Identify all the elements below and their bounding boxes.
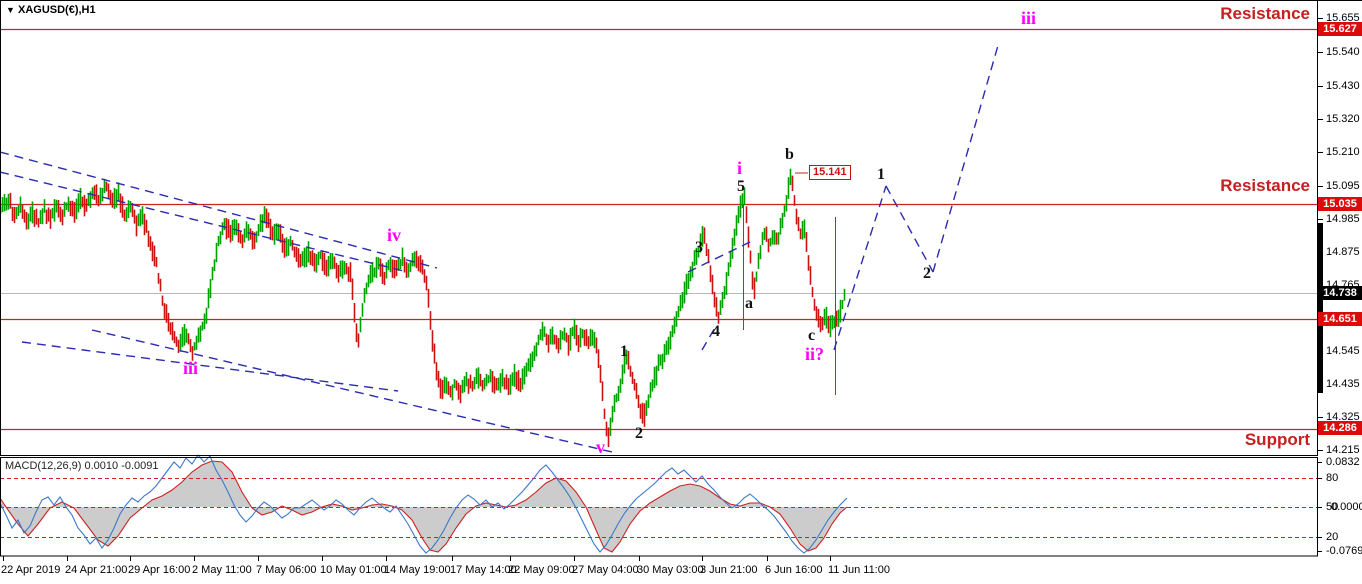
macd-signal-value: -0.0091: [121, 460, 159, 472]
support-label[interactable]: Support: [1244, 430, 1310, 449]
time-axis[interactable]: 22 Apr 2019 24 Apr 21:00 29 Apr 16:00 2 May…: [0, 558, 1362, 584]
price-axis-label: 14.545: [1326, 345, 1360, 357]
price-axis-label: 15.540: [1326, 46, 1360, 58]
time-axis-label: 11 Jun 11:00: [828, 564, 890, 576]
macd-axis-label: 0.0000: [1331, 501, 1362, 513]
time-axis-label: 7 May 06:00: [256, 564, 317, 576]
price-axis[interactable]: 15.655 15.540 15.430 15.320 15.210 15.095 14.9…: [1318, 0, 1362, 584]
macd-axis-label: 80: [1326, 472, 1339, 484]
macd-axis-label: 50: [1326, 501, 1339, 513]
marked-high-price-tag[interactable]: 15.141: [809, 165, 851, 180]
time-axis-label: 3 Jun 21:00: [700, 564, 758, 576]
price-axis-label: 15.210: [1326, 146, 1360, 158]
time-axis-label: 2 May 11:00: [192, 564, 252, 576]
price-badge-15-035: 15.035: [1318, 197, 1362, 211]
time-axis-label: 27 May 04:00: [572, 564, 639, 576]
macd-axis-label: -0.0769: [1326, 545, 1362, 557]
price-axis-label: 15.320: [1326, 113, 1360, 125]
time-axis-label: 10 May 01:00: [320, 564, 387, 576]
price-badge-14-651: 14.651: [1318, 312, 1362, 326]
time-axis-label: 22 Apr 2019: [1, 564, 61, 576]
price-badge-14-286: 14.286: [1318, 421, 1362, 435]
price-badge-14-738: 14.738: [1318, 286, 1362, 300]
price-axis-label: 14.985: [1326, 213, 1360, 225]
macd-name: MACD(12,26,9): [5, 460, 82, 472]
time-axis-label: 14 May 19:00: [384, 564, 451, 576]
resistance-label-mid[interactable]: Resistance: [1220, 176, 1310, 195]
symbol-timeframe-label: XAGUSD(€),H1: [17, 4, 96, 16]
time-axis-label: 29 Apr 16:00: [128, 564, 191, 576]
time-axis-label: 22 May 09:00: [508, 564, 575, 576]
price-axis-label: 15.655: [1326, 12, 1360, 24]
price-axis-label: 14.215: [1326, 444, 1360, 456]
resistance-label-top[interactable]: Resistance: [1220, 4, 1310, 23]
symbol-dropdown-icon[interactable]: ▼: [6, 5, 15, 15]
price-axis-label: 14.875: [1326, 246, 1360, 258]
time-axis-label: 30 May 03:00: [637, 564, 704, 576]
price-axis-label: 14.435: [1326, 378, 1360, 390]
price-badge-15-627: 15.627: [1318, 22, 1362, 36]
price-axis-label: 15.430: [1326, 80, 1360, 92]
macd-indicator-label: MACD(12,26,9) 0.0010 -0.0091: [5, 460, 159, 472]
price-axis-label: 15.095: [1326, 180, 1360, 192]
macd-axis-label: 20: [1326, 531, 1339, 543]
chart-title: ▼ XAGUSD(€),H1: [6, 4, 96, 16]
macd-axis-label: 0.0832: [1326, 456, 1360, 468]
price-axis-label: 14.325: [1326, 411, 1360, 423]
time-axis-label: 17 May 14:00: [450, 564, 517, 576]
macd-main-value: 0.0010: [84, 460, 119, 472]
time-axis-label: 24 Apr 21:00: [65, 564, 128, 576]
time-axis-label: 6 Jun 16:00: [765, 564, 823, 576]
